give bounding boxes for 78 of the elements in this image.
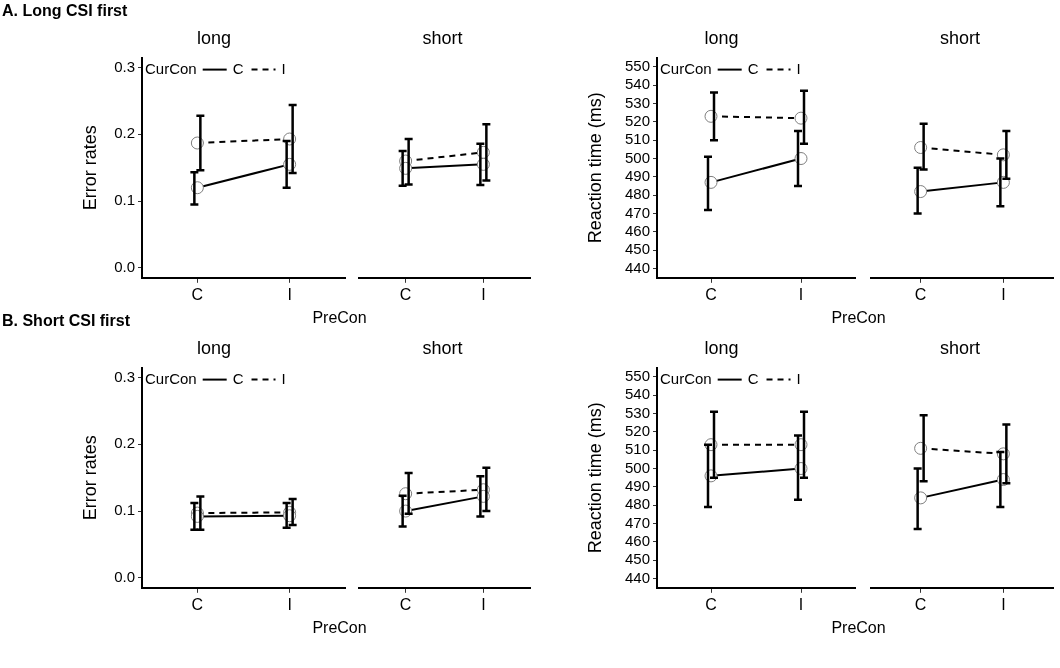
y-tick-label: 450	[624, 550, 650, 568]
chart-title: long	[704, 27, 739, 48]
chart-title: short	[939, 27, 981, 48]
x-tick-label: C	[914, 595, 927, 613]
x-tick-label: I	[798, 285, 804, 303]
y-tick-label: 540	[624, 75, 650, 93]
y-tick-label: 480	[624, 185, 650, 203]
x-axis-title: PreCon	[830, 309, 887, 327]
legend-label: C	[747, 369, 759, 387]
x-tick-label: I	[1001, 285, 1006, 303]
y-tick-label: 540	[624, 385, 650, 403]
y-axis-title: Reaction time (ms)	[584, 92, 605, 244]
y-tick-label: 510	[624, 440, 650, 458]
chart-title: short	[422, 27, 463, 48]
y-axis-title: Reaction time (ms)	[584, 402, 605, 554]
y-tick-label: 0.0	[114, 257, 135, 275]
legend-label: C	[747, 59, 759, 77]
x-tick-label: C	[705, 285, 717, 303]
y-tick-label: 500	[624, 148, 650, 166]
x-tick-label: C	[399, 595, 412, 613]
x-tick-label: C	[705, 595, 717, 613]
chart-title: long	[196, 337, 232, 358]
y-tick-label: 490	[624, 167, 650, 185]
legend-label: C	[232, 59, 244, 77]
legend-label: I	[281, 59, 286, 77]
y-tick-label: 520	[624, 421, 650, 439]
text: A. Long CSI first	[2, 2, 128, 20]
y-tick-label: 500	[624, 458, 650, 476]
x-tick-label: I	[287, 285, 292, 303]
text: B. Short CSI first	[2, 312, 131, 330]
x-tick-label: C	[399, 285, 412, 303]
y-axis-title: Error rates	[79, 125, 100, 211]
x-tick-label: C	[191, 285, 204, 303]
chart-title: long	[196, 27, 232, 48]
y-tick-label: 530	[624, 403, 650, 421]
x-tick-label: C	[191, 595, 204, 613]
y-tick-label: 460	[624, 222, 650, 240]
x-axis-title: PreCon	[830, 619, 887, 637]
y-tick-label: 460	[624, 532, 650, 550]
y-tick-label: 550	[624, 366, 650, 384]
y-tick-label: 510	[624, 130, 650, 148]
y-axis-title: Error rates	[79, 435, 100, 521]
x-axis-title: PreCon	[311, 619, 368, 637]
chart-title: long	[704, 337, 739, 358]
y-tick-label: 0.0	[114, 567, 135, 585]
x-tick-label: C	[914, 285, 927, 303]
y-tick-label: 520	[624, 111, 650, 129]
legend-label: I	[796, 59, 801, 77]
chart-title: short	[422, 337, 463, 358]
y-tick-label: 530	[624, 93, 650, 111]
y-tick-label: 0.1	[114, 191, 135, 209]
y-tick-label: 550	[624, 56, 650, 74]
y-tick-label: 470	[624, 513, 650, 531]
legend-label: I	[281, 369, 286, 387]
y-tick-label: 480	[624, 495, 650, 513]
y-tick-label: 0.2	[114, 434, 135, 452]
x-tick-label: I	[798, 595, 804, 613]
y-tick-label: 0.2	[114, 124, 135, 142]
y-tick-label: 0.3	[114, 367, 135, 385]
legend-title: CurCon	[145, 369, 197, 387]
y-tick-label: 470	[624, 203, 650, 221]
y-tick-label: 450	[624, 240, 650, 258]
y-tick-label: 440	[624, 568, 650, 586]
legend-title: CurCon	[145, 59, 197, 77]
x-tick-label: I	[1001, 595, 1006, 613]
legend-title: CurCon	[660, 369, 712, 387]
x-tick-label: I	[481, 595, 486, 613]
x-tick-label: I	[481, 285, 486, 303]
y-tick-label: 0.1	[114, 501, 135, 519]
y-tick-label: 0.3	[114, 57, 135, 75]
chart-title: short	[939, 337, 981, 358]
y-tick-label: 490	[624, 477, 650, 495]
legend-title: CurCon	[660, 59, 712, 77]
legend-label: C	[232, 369, 244, 387]
y-tick-label: 440	[624, 258, 650, 276]
x-tick-label: I	[287, 595, 292, 613]
x-axis-title: PreCon	[311, 309, 368, 327]
legend-label: I	[796, 369, 801, 387]
